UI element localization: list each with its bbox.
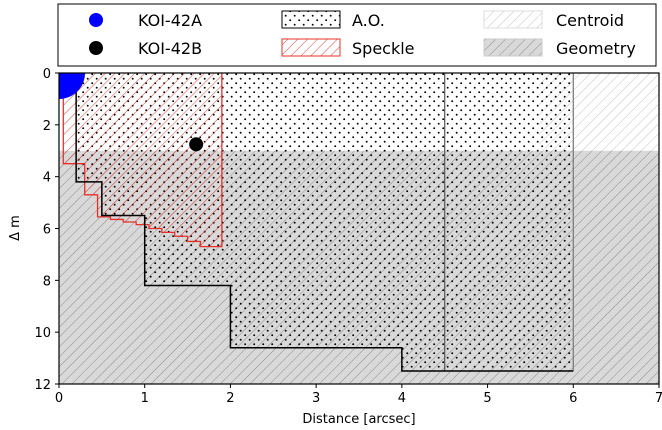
y-tick-label: 8 — [43, 274, 51, 289]
x-axis-label: Distance [arcsec] — [302, 412, 415, 427]
y-tick-label: 10 — [34, 326, 51, 341]
ao-curve — [75, 73, 574, 372]
speckle-region — [63, 73, 222, 247]
legend-koi42b-label: KOI-42B — [138, 39, 202, 58]
legend-speckle-swatch — [281, 38, 341, 57]
x-tick-label: 7 — [655, 391, 662, 406]
legend-speckle-label: Speckle — [352, 39, 415, 58]
y-axis-label: Δ m — [8, 215, 23, 241]
legend-koi42a-label: KOI-42A — [138, 11, 202, 30]
legend-koi42b-marker — [89, 41, 103, 55]
legend-centroid-label: Centroid — [556, 11, 624, 30]
legend-centroid-swatch — [483, 10, 543, 29]
legend-koi42a-marker — [89, 13, 103, 27]
y-tick-label: 0 — [43, 67, 51, 82]
point-koi-42b — [189, 137, 204, 152]
x-axis: 0 1 2 3 4 5 6 7 — [55, 384, 662, 406]
y-tick-label: 4 — [43, 171, 51, 186]
legend-box — [57, 3, 657, 67]
x-tick-label: 0 — [55, 391, 63, 406]
x-tick-label: 4 — [398, 391, 406, 406]
legend-geometry-swatch — [483, 38, 543, 57]
y-tick-label: 6 — [43, 223, 51, 238]
plot-area — [59, 73, 659, 384]
y-tick-label: 12 — [34, 378, 51, 393]
legend-geometry-label: Geometry — [556, 39, 636, 58]
legend-ao-swatch — [281, 10, 341, 29]
x-tick-label: 5 — [483, 391, 491, 406]
x-tick-label: 3 — [312, 391, 320, 406]
y-tick-label: 2 — [43, 119, 51, 134]
x-tick-label: 1 — [141, 391, 149, 406]
legend-ao-label: A.O. — [352, 11, 385, 30]
y-axis: 0 2 4 6 8 10 12 — [34, 67, 59, 393]
speckle-curve — [62, 73, 223, 248]
x-tick-label: 2 — [226, 391, 234, 406]
point-koi-42a — [59, 73, 85, 99]
x-tick-label: 6 — [569, 391, 577, 406]
legend: KOI-42A A.O. Centroid KOI-42B Speckle Ge… — [57, 3, 657, 67]
